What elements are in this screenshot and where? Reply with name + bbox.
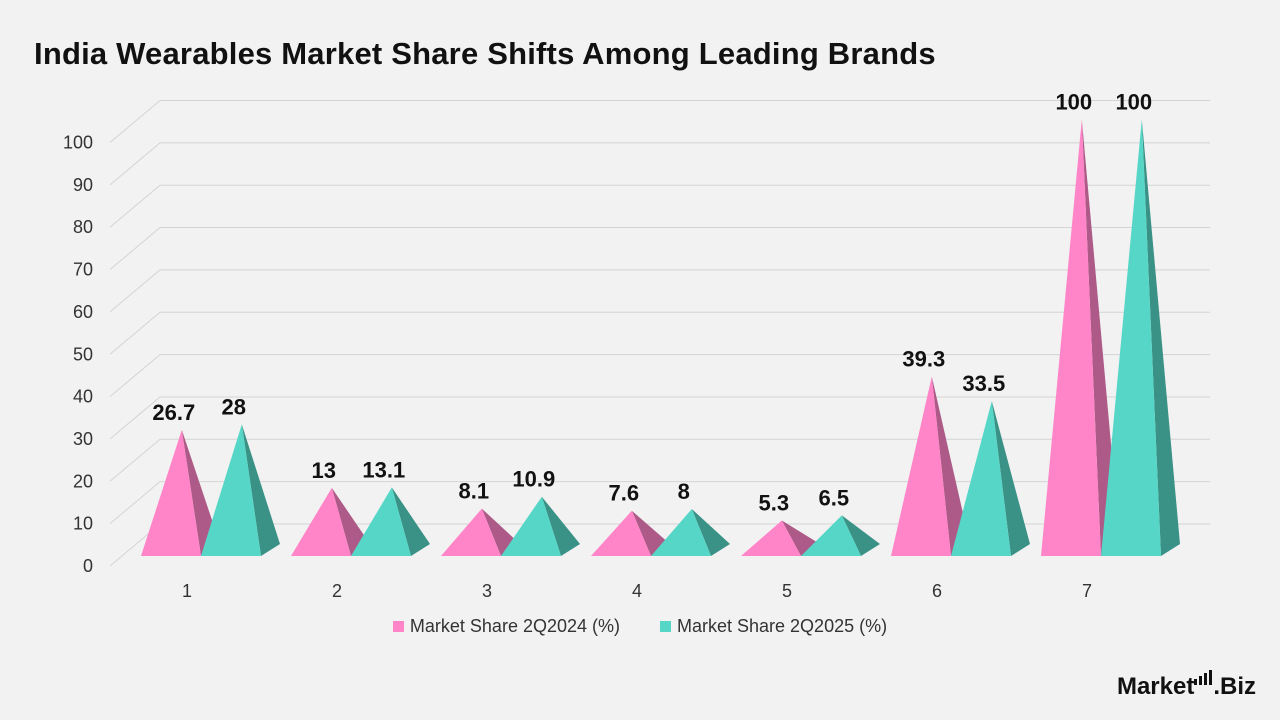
pyramid-front-face xyxy=(591,510,651,556)
pyramid-front-face xyxy=(651,509,711,556)
legend-label-2q2024: Market Share 2Q2024 (%) xyxy=(409,616,620,636)
pyramid-2q2025-3[interactable] xyxy=(501,496,580,556)
legend-swatch-2q2025 xyxy=(660,621,671,632)
data-label: 28 xyxy=(222,394,246,419)
grid-line xyxy=(109,354,1210,397)
pyramid-side-face xyxy=(181,429,220,556)
legend: Market Share 2Q2024 (%) Market Share 2Q2… xyxy=(0,616,1280,637)
pyramid-2q2024-2[interactable] xyxy=(291,487,370,556)
grid-line xyxy=(109,227,1210,270)
grid-line xyxy=(109,269,1210,313)
grid-line xyxy=(109,184,1210,228)
y-tick-label: 60 xyxy=(73,302,93,322)
y-tick-label: 50 xyxy=(73,344,93,364)
data-label: 8.1 xyxy=(459,479,490,504)
pyramid-2q2025-4[interactable] xyxy=(651,509,730,556)
pyramid-2q2025-5[interactable] xyxy=(801,515,880,556)
pyramid-side-face xyxy=(631,510,670,556)
pyramid-front-face xyxy=(1101,119,1161,557)
grid-line xyxy=(109,481,1210,525)
pyramid-front-face xyxy=(501,496,561,556)
pyramid-front-face xyxy=(891,376,951,556)
pyramid-side-face xyxy=(241,424,280,556)
legend-item-2q2024[interactable]: Market Share 2Q2024 (%) xyxy=(392,616,620,637)
data-label: 100 xyxy=(1055,89,1092,114)
data-label: 100 xyxy=(1115,89,1152,114)
y-tick-label: 10 xyxy=(73,514,93,534)
pyramid-side-face xyxy=(1141,119,1180,557)
y-tick-label: 40 xyxy=(73,387,93,407)
brand-logo-text-left: Market xyxy=(1116,673,1195,700)
data-label: 13 xyxy=(312,458,336,483)
pyramid-2q2025-1[interactable] xyxy=(201,424,280,556)
data-label: 7.6 xyxy=(609,481,640,506)
grid-line xyxy=(109,311,1210,355)
pyramid-side-face xyxy=(691,509,730,556)
brand-logo-text-right: .Biz xyxy=(1213,673,1256,700)
pyramid-side-face xyxy=(841,515,880,556)
grid-line xyxy=(109,396,1210,440)
pyramid-front-face xyxy=(741,520,801,556)
x-axis-ticks: 1 2 3 4 5 6 7 xyxy=(182,581,1092,601)
pyramid-side-face xyxy=(331,487,370,556)
data-label: 33.5 xyxy=(962,371,1005,396)
pyramid-2q2024-4[interactable] xyxy=(591,510,670,556)
x-tick-label: 1 xyxy=(182,581,192,601)
y-tick-label: 70 xyxy=(73,260,93,280)
pyramid-side-face xyxy=(1081,119,1120,557)
pyramid-front-face xyxy=(1041,119,1101,557)
pyramid-side-face xyxy=(391,487,430,556)
pyramid-2q2024-7[interactable] xyxy=(1041,119,1120,557)
grid-line xyxy=(109,438,1210,482)
y-tick-label: 0 xyxy=(83,556,93,576)
x-tick-label: 3 xyxy=(482,581,492,601)
legend-item-2q2025[interactable]: Market Share 2Q2025 (%) xyxy=(660,616,887,637)
bar-chart-icon xyxy=(1194,670,1213,685)
grid-lines xyxy=(109,100,1210,567)
pyramid-side-face xyxy=(541,496,580,556)
y-axis-ticks: 0 10 20 30 40 50 60 70 80 90 100 xyxy=(63,133,93,577)
pyramid-2q2025-6[interactable] xyxy=(951,401,1030,556)
pyramid-front-face xyxy=(441,508,501,556)
y-tick-label: 100 xyxy=(63,133,93,153)
y-tick-label: 90 xyxy=(73,175,93,195)
legend-swatch-2q2024 xyxy=(392,621,404,632)
pyramid-2q2024-6[interactable] xyxy=(891,376,970,556)
x-tick-label: 5 xyxy=(782,581,792,601)
data-label: 13.1 xyxy=(362,457,405,482)
chart-title: India Wearables Market Share Shifts Amon… xyxy=(34,36,936,71)
pyramid-front-face xyxy=(351,487,411,556)
pyramid-front-face xyxy=(801,515,861,556)
data-label: 6.5 xyxy=(819,485,850,510)
data-label: 39.3 xyxy=(902,346,945,371)
pyramid-2q2025-2[interactable] xyxy=(351,487,430,556)
y-tick-label: 20 xyxy=(73,471,93,491)
pyramid-series xyxy=(141,119,1180,557)
pyramid-2q2025-7[interactable] xyxy=(1101,119,1180,557)
data-labels: 26.7 28 13 13.1 8.1 10.9 7.6 8 5.3 6.5 39.3 33.5 100… xyxy=(152,89,1152,515)
data-label: 26.7 xyxy=(152,400,195,425)
brand-logo: Market .Biz xyxy=(1117,670,1256,701)
grid-line xyxy=(109,100,1210,143)
pyramid-side-face xyxy=(991,401,1030,556)
x-tick-label: 7 xyxy=(1082,581,1092,601)
pyramid-side-face xyxy=(931,376,970,556)
data-label: 8 xyxy=(678,479,690,504)
data-label: 5.3 xyxy=(759,490,790,515)
pyramid-front-face xyxy=(201,424,261,556)
x-tick-label: 2 xyxy=(332,581,342,601)
x-tick-label: 6 xyxy=(932,581,942,601)
y-tick-label: 30 xyxy=(73,429,93,449)
pyramid-front-face xyxy=(291,487,351,556)
x-tick-label: 4 xyxy=(632,581,642,601)
data-label: 10.9 xyxy=(512,467,555,492)
pyramid-front-face xyxy=(141,429,201,556)
legend-label-2q2025: Market Share 2Q2025 (%) xyxy=(677,616,888,636)
grid-line xyxy=(109,142,1210,186)
pyramid-2q2024-1[interactable] xyxy=(141,429,220,556)
pyramid-front-face xyxy=(951,401,1011,556)
y-tick-label: 80 xyxy=(73,217,93,237)
